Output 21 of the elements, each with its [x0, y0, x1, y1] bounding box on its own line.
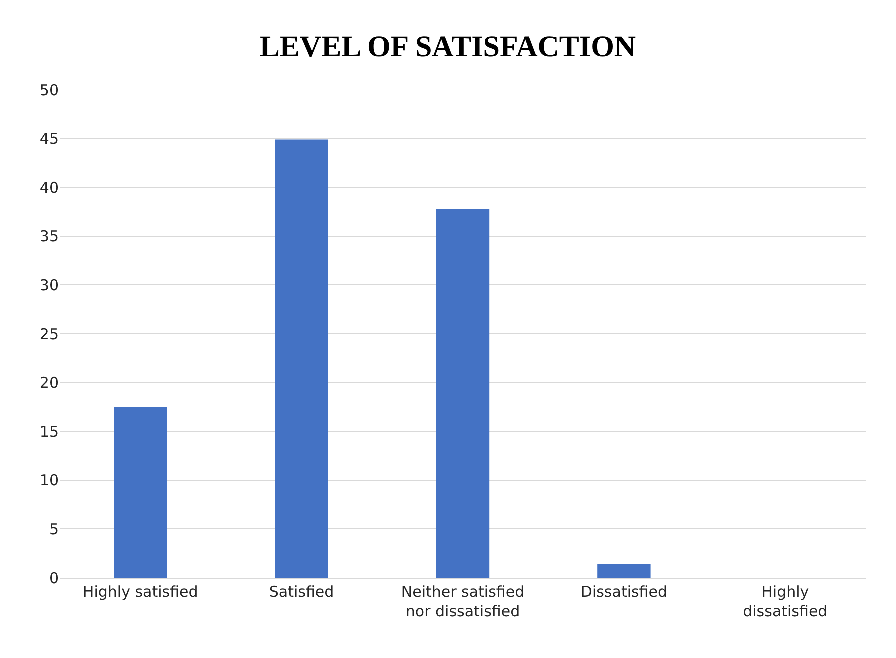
- bar: [114, 407, 168, 578]
- y-tick-label: 20: [40, 374, 59, 392]
- y-tick-label: 35: [40, 228, 59, 246]
- y-tick-label: 30: [40, 276, 59, 294]
- y-tick-label: 0: [49, 569, 59, 588]
- bar: [275, 140, 328, 578]
- x-tick-label: Satisfied: [269, 583, 334, 601]
- y-tick-label: 45: [40, 130, 59, 148]
- y-tick-label: 25: [40, 325, 59, 344]
- x-tick-label: Highly satisfied: [82, 583, 198, 601]
- y-tick-label: 40: [40, 178, 59, 197]
- bar: [436, 209, 490, 578]
- y-tick-label: 15: [40, 422, 59, 441]
- x-tick-label: Dissatisfied: [580, 583, 668, 601]
- chart-title: LEVEL OF SATISFACTION: [260, 30, 636, 64]
- x-tick-label: Highly dissatisfied: [743, 583, 828, 620]
- y-tick-label: 10: [40, 472, 59, 490]
- x-tick-label: Neither satisfied nor dissatisfied: [401, 583, 525, 620]
- bar: [598, 564, 651, 578]
- y-tick-label: 50: [40, 81, 59, 100]
- y-tick-label: 5: [49, 520, 59, 538]
